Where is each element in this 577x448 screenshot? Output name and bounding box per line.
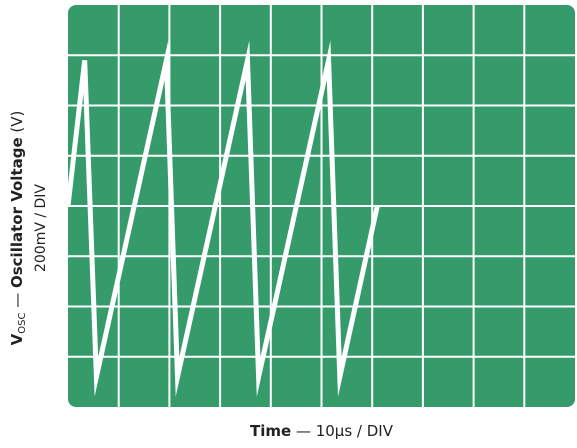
x-axis-label: Time — 10µs / DIV: [68, 422, 575, 440]
grid: [68, 5, 575, 407]
x-axis-label-bold: Time: [250, 422, 292, 440]
y-axis-quantity: Oscillator Voltage: [8, 137, 26, 289]
x-axis-label-rest: — 10µs / DIV: [291, 422, 393, 440]
sawtooth-trace: [68, 40, 380, 397]
y-axis-symbol-subscript: OSC: [17, 312, 28, 334]
y-axis-unit: (V): [8, 110, 26, 138]
y-axis-label: VOSC — Oscillator Voltage (V) 200mV / DI…: [8, 28, 50, 428]
y-axis-scale: 200mV / DIV: [33, 183, 49, 273]
y-axis-dash: —: [8, 288, 26, 313]
y-axis-symbol: V: [8, 333, 26, 346]
y-axis-label-line1: VOSC — Oscillator Voltage (V): [8, 28, 32, 428]
